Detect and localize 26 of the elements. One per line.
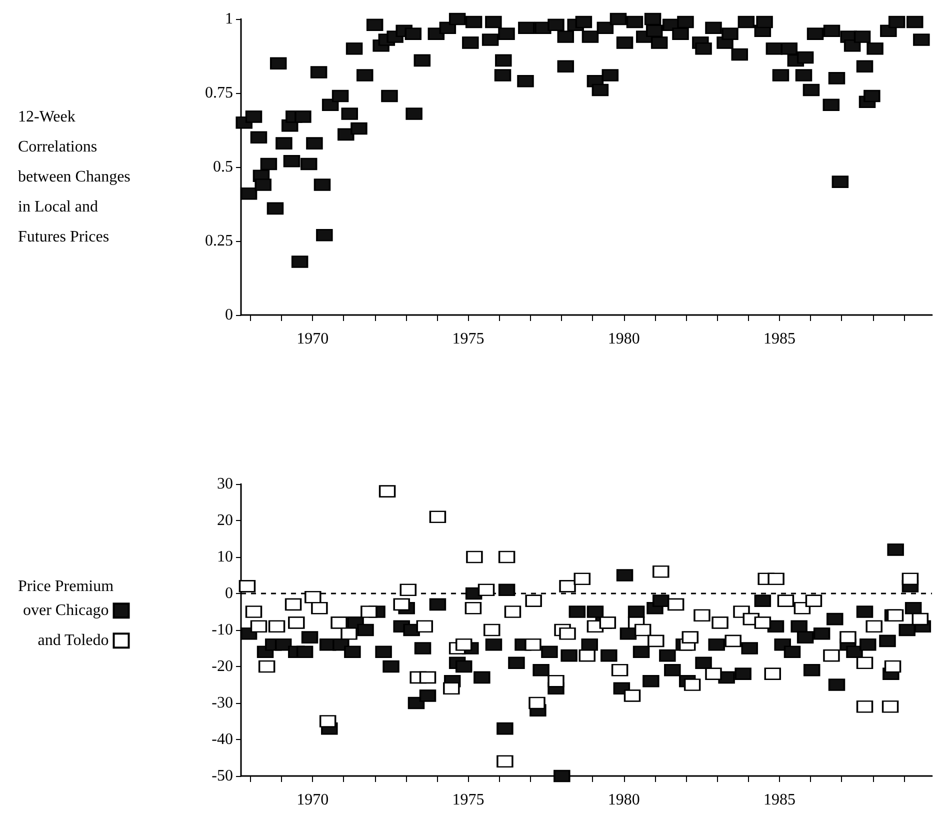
y-tick-label: 30 xyxy=(217,476,233,492)
y-tick-label: 0.25 xyxy=(205,232,233,250)
y-tick-label: 20 xyxy=(217,512,233,529)
x-tick-label: 1985 xyxy=(763,330,796,348)
y-tick-label: -10 xyxy=(212,622,233,638)
x-tick-label: 1985 xyxy=(763,792,796,808)
y-tick-label: 0.5 xyxy=(213,158,233,176)
x-tick-label: 1970 xyxy=(296,330,329,348)
y-tick-label: -50 xyxy=(212,768,233,784)
x-tick-label: 1975 xyxy=(452,330,484,348)
x-tick-label: 1975 xyxy=(452,792,484,808)
y-axis-title: 12-Week Correlations between Changes in Local and Futures Prices xyxy=(18,108,134,246)
x-tick-label: 1980 xyxy=(608,330,640,348)
x-tick-label: 1980 xyxy=(608,792,640,808)
y-tick-label: -20 xyxy=(212,658,233,675)
legend-label: over Chicago xyxy=(23,602,109,620)
y-tick-label: 0 xyxy=(225,306,233,324)
y-tick-label: -30 xyxy=(212,694,233,712)
x-tick-label: 1970 xyxy=(296,792,329,808)
y-tick-label: 0.75 xyxy=(205,84,233,102)
y-tick-label: 1 xyxy=(225,10,233,28)
y-tick-label: -40 xyxy=(212,731,233,748)
y-axis-title: Price Premium xyxy=(18,578,114,596)
y-tick-label: 10 xyxy=(217,548,233,566)
legend-label: and Toledo xyxy=(38,632,109,650)
y-tick-label: 0 xyxy=(225,585,233,602)
